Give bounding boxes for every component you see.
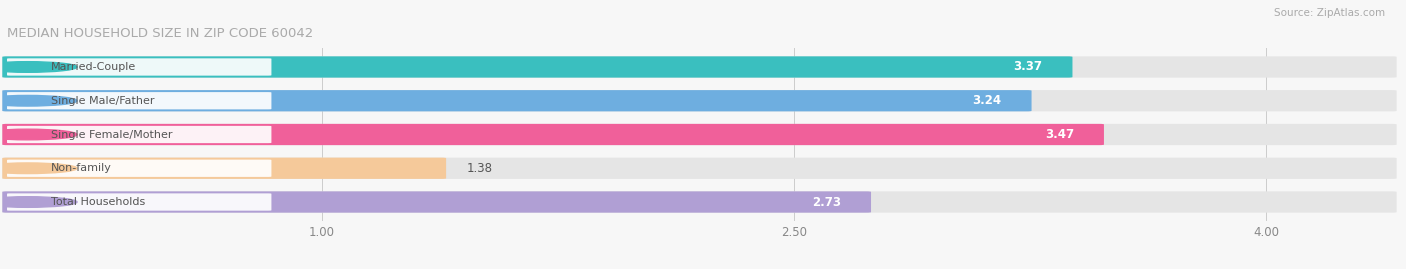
FancyBboxPatch shape	[3, 191, 872, 213]
Circle shape	[0, 62, 77, 72]
Text: Married-Couple: Married-Couple	[51, 62, 136, 72]
FancyBboxPatch shape	[7, 160, 271, 177]
Text: 1.38: 1.38	[467, 162, 492, 175]
FancyBboxPatch shape	[3, 124, 1396, 145]
FancyBboxPatch shape	[7, 126, 271, 143]
FancyBboxPatch shape	[3, 56, 1073, 78]
Text: Source: ZipAtlas.com: Source: ZipAtlas.com	[1274, 8, 1385, 18]
FancyBboxPatch shape	[3, 191, 1396, 213]
FancyBboxPatch shape	[7, 58, 271, 76]
FancyBboxPatch shape	[3, 90, 1032, 111]
Circle shape	[0, 163, 77, 174]
FancyBboxPatch shape	[3, 56, 1396, 78]
Circle shape	[0, 95, 77, 106]
Text: Total Households: Total Households	[51, 197, 145, 207]
Text: MEDIAN HOUSEHOLD SIZE IN ZIP CODE 60042: MEDIAN HOUSEHOLD SIZE IN ZIP CODE 60042	[7, 27, 314, 40]
Text: Single Female/Mother: Single Female/Mother	[51, 129, 173, 140]
Text: Non-family: Non-family	[51, 163, 112, 173]
Text: 3.24: 3.24	[973, 94, 1001, 107]
FancyBboxPatch shape	[3, 158, 446, 179]
Text: 3.47: 3.47	[1045, 128, 1074, 141]
FancyBboxPatch shape	[3, 90, 1396, 111]
FancyBboxPatch shape	[3, 124, 1104, 145]
FancyBboxPatch shape	[3, 158, 1396, 179]
Circle shape	[0, 197, 77, 207]
Text: 2.73: 2.73	[813, 196, 841, 208]
FancyBboxPatch shape	[7, 92, 271, 109]
Text: Single Male/Father: Single Male/Father	[51, 96, 155, 106]
Circle shape	[0, 129, 77, 140]
FancyBboxPatch shape	[7, 193, 271, 211]
Text: 3.37: 3.37	[1014, 61, 1043, 73]
